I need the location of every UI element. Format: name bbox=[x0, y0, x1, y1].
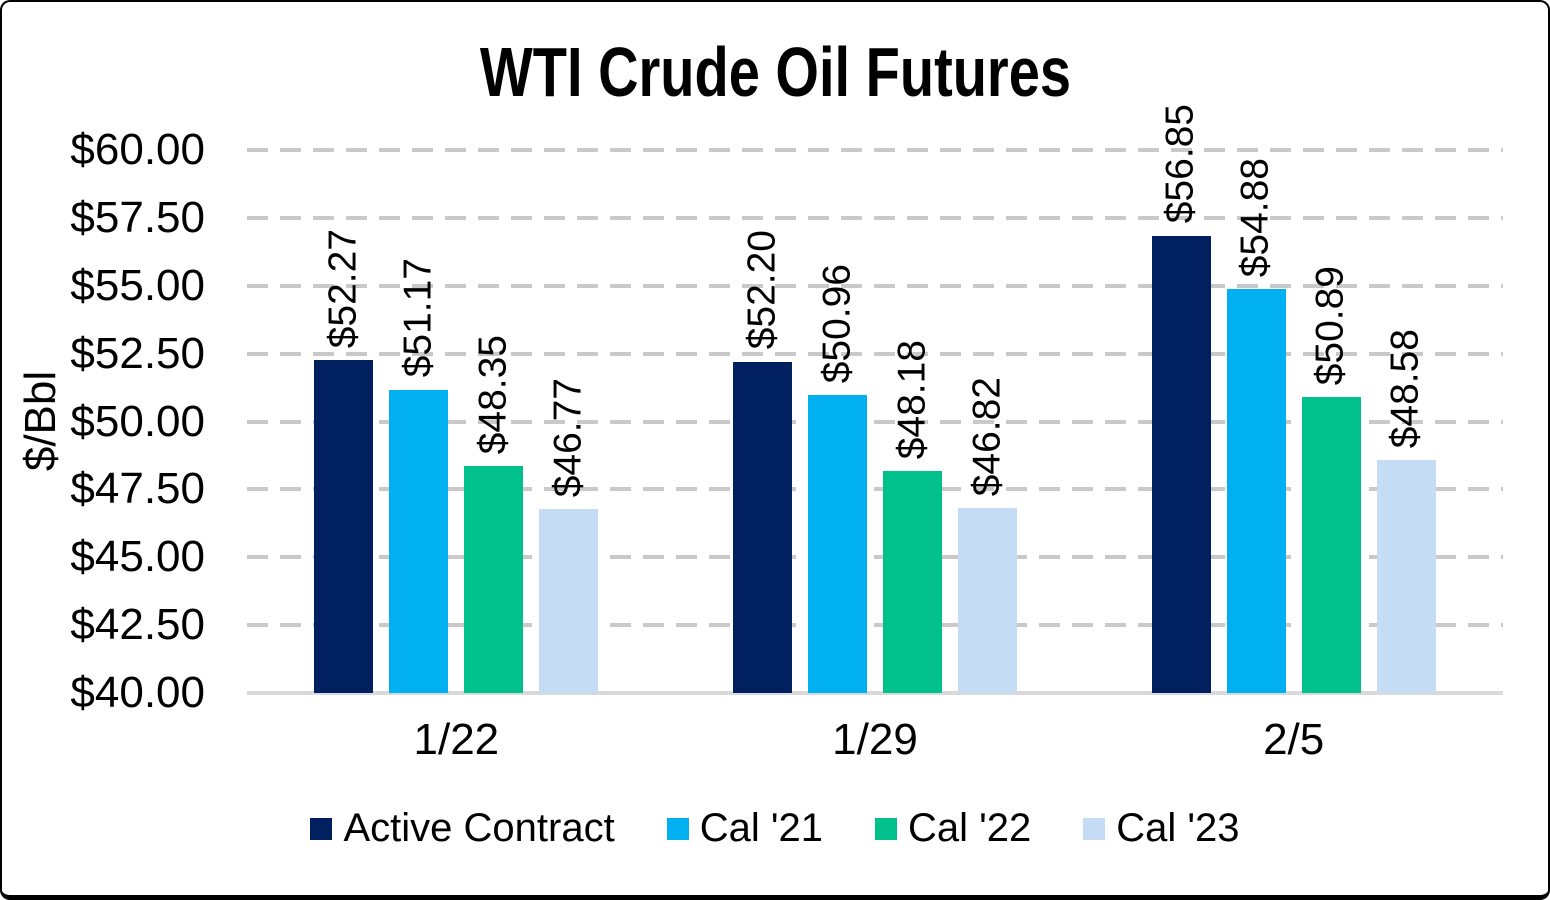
data-label-cal-22-1-22: $48.35 bbox=[471, 335, 515, 455]
x-tick-label-2-5: 2/5 bbox=[1263, 715, 1325, 764]
gridline-45 bbox=[247, 555, 1503, 560]
bar-cal-22-2-5 bbox=[1301, 397, 1361, 693]
legend-swatch-active-contract bbox=[310, 817, 333, 840]
bar-cal-21-1-22 bbox=[389, 389, 449, 693]
data-label-active-contract-1-29: $52.20 bbox=[740, 230, 784, 350]
data-label-cal-23-1-29: $46.82 bbox=[965, 376, 1009, 496]
legend-label-cal-23: Cal '23 bbox=[1116, 806, 1240, 850]
data-label-cal-21-2-5: $54.88 bbox=[1233, 157, 1277, 278]
bar-cal-22-1-22 bbox=[464, 466, 524, 693]
bar-cal-21-2-5 bbox=[1226, 289, 1286, 693]
data-label-cal-22-2-5: $50.89 bbox=[1308, 266, 1352, 386]
data-label-cal-21-1-22: $51.17 bbox=[396, 258, 440, 378]
legend-label-active-contract: Active Contract bbox=[343, 806, 615, 850]
legend-swatch-cal-21 bbox=[666, 817, 689, 840]
data-label-cal-23-2-5: $48.58 bbox=[1383, 328, 1427, 449]
chart-title: WTI Crude Oil Futures bbox=[0, 32, 1550, 112]
bar-active-contract-1-22 bbox=[314, 359, 374, 693]
gridline-57.5 bbox=[247, 215, 1503, 220]
data-label-cal-22-1-29: $48.18 bbox=[890, 339, 934, 459]
x-tick-label-1-22: 1/22 bbox=[413, 715, 500, 764]
y-tick-label-50: $50.00 bbox=[70, 396, 205, 446]
bar-cal-23-1-22 bbox=[539, 509, 599, 693]
legend-swatch-cal-22 bbox=[874, 817, 897, 840]
y-tick-label-47.5: $47.50 bbox=[70, 464, 205, 514]
bar-active-contract-2-5 bbox=[1151, 235, 1211, 693]
y-tick-label-52.5: $52.50 bbox=[70, 328, 205, 378]
legend: Active Contract Cal '21 Cal '22 Cal '23 bbox=[0, 806, 1550, 851]
bar-cal-23-2-5 bbox=[1376, 460, 1436, 693]
x-axis-line bbox=[247, 691, 1503, 695]
bar-cal-23-1-29 bbox=[958, 507, 1017, 693]
y-tick-label-40: $40.00 bbox=[70, 668, 205, 717]
y-tick-label-57.5: $57.50 bbox=[70, 192, 205, 242]
gridline-50 bbox=[247, 419, 1503, 424]
gridline-42.5 bbox=[247, 623, 1503, 628]
gridline-60 bbox=[247, 148, 1503, 152]
legend-item-cal-23: Cal '23 bbox=[1083, 806, 1240, 851]
legend-item-cal-22: Cal '22 bbox=[874, 806, 1032, 851]
y-tick-label-60: $60.00 bbox=[70, 125, 205, 174]
data-label-cal-23-1-22: $46.77 bbox=[546, 377, 590, 498]
legend-label-cal-22: Cal '22 bbox=[907, 806, 1032, 850]
y-tick-label-55: $55.00 bbox=[70, 260, 205, 310]
bar-cal-22-1-29 bbox=[883, 470, 942, 693]
plot-area: $52.27 $51.17 $48.35 $46.77 $52.20 $50.96 $48.… bbox=[247, 104, 1503, 695]
legend-swatch-cal-23 bbox=[1083, 817, 1106, 840]
y-tick-label-42.5: $42.50 bbox=[70, 600, 205, 650]
data-label-active-contract-2-5: $56.85 bbox=[1158, 104, 1202, 224]
legend-label-cal-21: Cal '21 bbox=[699, 806, 823, 850]
gridline-47.5 bbox=[247, 487, 1503, 492]
chart-title-text: WTI Crude Oil Futures bbox=[479, 33, 1071, 111]
bar-cal-21-1-29 bbox=[808, 395, 867, 693]
data-label-active-contract-1-22: $52.27 bbox=[321, 228, 365, 348]
legend-item-active-contract: Active Contract bbox=[310, 806, 615, 851]
x-tick-label-1-29: 1/29 bbox=[832, 715, 918, 764]
gridline-52.5 bbox=[247, 351, 1503, 356]
bar-active-contract-1-29 bbox=[733, 361, 792, 693]
y-tick-label-45: $45.00 bbox=[70, 532, 205, 582]
legend-item-cal-21: Cal '21 bbox=[666, 806, 823, 851]
data-label-cal-21-1-29: $50.96 bbox=[815, 264, 859, 384]
gridline-55 bbox=[247, 283, 1503, 288]
